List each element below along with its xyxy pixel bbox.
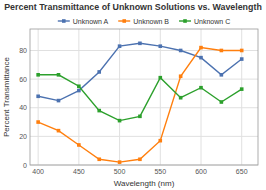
data-point xyxy=(138,42,142,46)
y-grid-line xyxy=(30,136,258,137)
data-point xyxy=(97,70,101,74)
data-point xyxy=(240,49,244,53)
plot-frame xyxy=(30,29,258,165)
plot-background xyxy=(30,29,258,165)
y-tick-label: 80 xyxy=(19,47,27,54)
grid xyxy=(30,29,258,165)
chart-svg: 0 20 40 60 80 400 450 500 550 600 650 Percent Trans… xyxy=(0,0,266,190)
data-point xyxy=(240,87,244,91)
y-tick-label: 0 xyxy=(23,162,27,169)
legend-label: Unknown C xyxy=(194,18,230,25)
legend-item: Unknown A xyxy=(58,18,109,25)
data-point xyxy=(57,99,61,103)
data-point xyxy=(36,94,40,98)
data-point xyxy=(57,73,61,77)
data-layer xyxy=(36,42,243,164)
series-line xyxy=(38,48,242,163)
data-point xyxy=(77,89,81,93)
data-point xyxy=(118,44,122,48)
data-point xyxy=(158,44,162,48)
data-point xyxy=(179,49,183,53)
series-line xyxy=(38,43,242,100)
y-tick-label: 60 xyxy=(19,76,27,83)
x-tick-label: 650 xyxy=(236,168,248,175)
data-point xyxy=(158,139,162,143)
chart-title: Percent Transmittance of Unknown Solutio… xyxy=(4,2,262,12)
data-point xyxy=(77,143,81,147)
legend-swatch-marker xyxy=(62,19,66,23)
data-point xyxy=(220,100,224,104)
legend-item: Unknown B xyxy=(118,18,169,25)
legend-swatch-marker xyxy=(122,19,126,23)
x-axis-label: Wavelength (nm) xyxy=(114,179,175,188)
data-point xyxy=(158,76,162,80)
y-tick-label: 20 xyxy=(19,133,27,140)
data-point xyxy=(199,56,203,60)
chart-container: 0 20 40 60 80 400 450 500 550 600 650 Percent Trans… xyxy=(0,0,266,190)
legend: Unknown A Unknown B Unknown C xyxy=(58,18,230,25)
data-point xyxy=(97,109,101,113)
series-line xyxy=(38,75,242,121)
x-tick-label: 500 xyxy=(114,168,126,175)
data-point xyxy=(220,49,224,53)
legend-label: Unknown A xyxy=(73,18,109,25)
y-tick-label: 40 xyxy=(19,104,27,111)
data-point xyxy=(36,120,40,124)
legend-label: Unknown B xyxy=(133,18,169,25)
data-point xyxy=(138,157,142,161)
x-grid-line xyxy=(119,29,120,165)
data-point xyxy=(77,84,81,88)
y-axis-label: Percent Transmittance xyxy=(2,56,11,137)
x-tick-label: 550 xyxy=(154,168,166,175)
x-tick-label: 600 xyxy=(195,168,207,175)
data-point xyxy=(118,160,122,164)
data-point xyxy=(179,96,183,100)
x-tick-label: 450 xyxy=(73,168,85,175)
legend-swatch-marker xyxy=(183,19,187,23)
data-point xyxy=(240,57,244,61)
data-point xyxy=(36,73,40,77)
data-point xyxy=(179,74,183,78)
x-tick-label: 400 xyxy=(32,168,44,175)
data-point xyxy=(199,86,203,90)
data-point xyxy=(138,115,142,119)
x-grid-line xyxy=(160,29,161,165)
data-point xyxy=(57,129,61,133)
data-point xyxy=(97,157,101,161)
data-point xyxy=(118,119,122,123)
data-point xyxy=(220,73,224,77)
legend-item: Unknown C xyxy=(179,18,230,25)
data-point xyxy=(199,46,203,50)
